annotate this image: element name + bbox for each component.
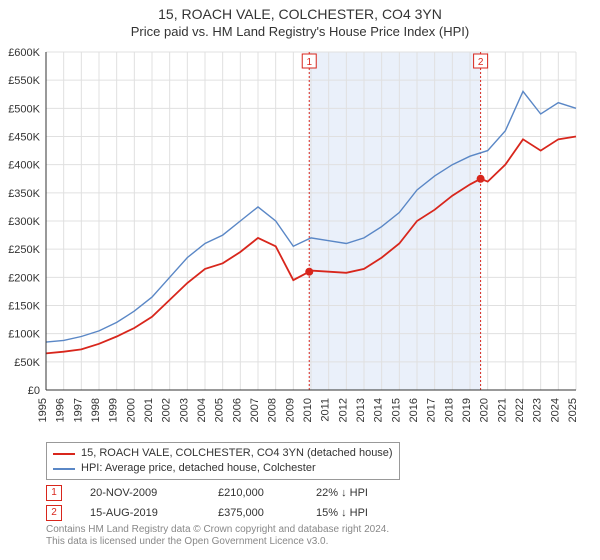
legend-swatch <box>53 453 75 455</box>
chart-svg: £0£50K£100K£150K£200K£250K£300K£350K£400… <box>46 48 584 438</box>
svg-text:2013: 2013 <box>355 398 367 422</box>
event-date: 15-AUG-2019 <box>90 507 190 519</box>
event-pct: 15% ↓ HPI <box>316 507 406 519</box>
svg-text:2020: 2020 <box>479 398 491 422</box>
legend-row: 15, ROACH VALE, COLCHESTER, CO4 3YN (det… <box>53 446 393 461</box>
svg-text:£0: £0 <box>28 385 40 397</box>
svg-text:2: 2 <box>478 57 484 68</box>
root: 15, ROACH VALE, COLCHESTER, CO4 3YN Pric… <box>0 0 600 560</box>
svg-text:2010: 2010 <box>302 398 314 422</box>
svg-text:2006: 2006 <box>231 398 243 422</box>
svg-text:£550K: £550K <box>8 75 40 87</box>
svg-text:2004: 2004 <box>196 398 208 422</box>
legend: 15, ROACH VALE, COLCHESTER, CO4 3YN (det… <box>46 442 400 480</box>
svg-text:2017: 2017 <box>426 398 438 422</box>
svg-text:2012: 2012 <box>337 398 349 422</box>
svg-text:£350K: £350K <box>8 188 40 200</box>
title-address: 15, ROACH VALE, COLCHESTER, CO4 3YN <box>0 0 600 22</box>
svg-text:2011: 2011 <box>320 398 332 422</box>
svg-text:£250K: £250K <box>8 244 40 256</box>
svg-text:2003: 2003 <box>178 398 190 422</box>
svg-text:£150K: £150K <box>8 301 40 313</box>
events-table: 1 20-NOV-2009 £210,000 22% ↓ HPI 2 15-AU… <box>46 482 406 522</box>
legend-row: HPI: Average price, detached house, Colc… <box>53 461 393 476</box>
legend-label: HPI: Average price, detached house, Colc… <box>81 461 316 476</box>
svg-text:2000: 2000 <box>125 398 137 422</box>
footer-line: Contains HM Land Registry data © Crown c… <box>46 524 389 536</box>
event-marker: 2 <box>46 505 62 521</box>
event-price: £210,000 <box>218 487 288 499</box>
chart: £0£50K£100K£150K£200K£250K£300K£350K£400… <box>46 48 584 390</box>
svg-text:£50K: £50K <box>14 357 40 369</box>
svg-text:£600K: £600K <box>8 47 40 59</box>
svg-text:2021: 2021 <box>496 398 508 422</box>
event-price: £375,000 <box>218 507 288 519</box>
svg-text:2015: 2015 <box>390 398 402 422</box>
svg-text:1997: 1997 <box>72 398 84 422</box>
svg-text:2001: 2001 <box>143 398 155 422</box>
event-row: 2 15-AUG-2019 £375,000 15% ↓ HPI <box>46 504 406 522</box>
svg-text:£100K: £100K <box>8 329 40 341</box>
svg-text:1: 1 <box>306 57 312 68</box>
svg-text:2025: 2025 <box>567 398 579 422</box>
svg-text:2008: 2008 <box>267 398 279 422</box>
footer: Contains HM Land Registry data © Crown c… <box>46 524 389 548</box>
svg-text:1995: 1995 <box>37 398 49 422</box>
svg-text:2023: 2023 <box>532 398 544 422</box>
svg-text:2022: 2022 <box>514 398 526 422</box>
svg-text:2005: 2005 <box>214 398 226 422</box>
svg-text:1998: 1998 <box>90 398 102 422</box>
svg-text:1996: 1996 <box>55 398 67 422</box>
svg-text:2014: 2014 <box>373 398 385 422</box>
svg-text:£500K: £500K <box>8 103 40 115</box>
svg-text:2007: 2007 <box>249 398 261 422</box>
svg-text:2018: 2018 <box>443 398 455 422</box>
title-subtitle: Price paid vs. HM Land Registry's House … <box>0 22 600 39</box>
svg-text:£200K: £200K <box>8 272 40 284</box>
event-marker: 1 <box>46 485 62 501</box>
svg-text:£300K: £300K <box>8 216 40 228</box>
svg-text:2002: 2002 <box>161 398 173 422</box>
legend-label: 15, ROACH VALE, COLCHESTER, CO4 3YN (det… <box>81 446 393 461</box>
svg-text:2009: 2009 <box>284 398 296 422</box>
svg-text:2019: 2019 <box>461 398 473 422</box>
svg-text:2024: 2024 <box>549 398 561 422</box>
svg-text:£400K: £400K <box>8 160 40 172</box>
footer-line: This data is licensed under the Open Gov… <box>46 536 389 548</box>
svg-text:£450K: £450K <box>8 132 40 144</box>
svg-text:2016: 2016 <box>408 398 420 422</box>
event-row: 1 20-NOV-2009 £210,000 22% ↓ HPI <box>46 484 406 502</box>
svg-text:1999: 1999 <box>108 398 120 422</box>
event-pct: 22% ↓ HPI <box>316 487 406 499</box>
event-date: 20-NOV-2009 <box>90 487 190 499</box>
legend-swatch <box>53 468 75 470</box>
